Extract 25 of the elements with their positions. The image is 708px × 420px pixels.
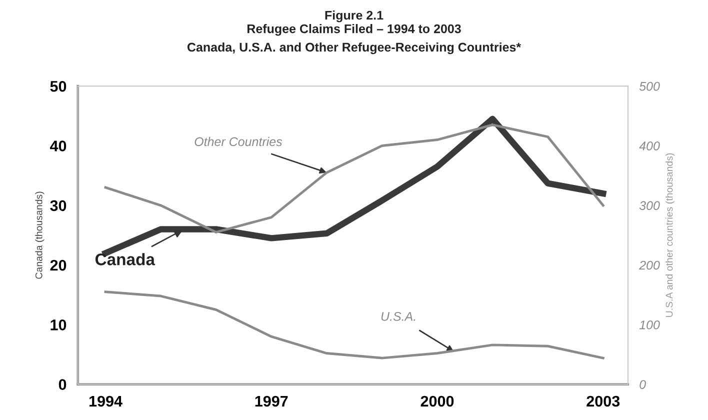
y2-axis-title: U.S.A and other countries (thousands) xyxy=(666,153,675,317)
y2-tick-label: 100 xyxy=(639,320,660,330)
y2-tick-label: 400 xyxy=(639,142,660,150)
x-tick-label: 1994 xyxy=(89,396,122,407)
y-tick-label: 0 xyxy=(58,379,66,390)
annotation: Other Countries xyxy=(194,136,282,146)
x-tick-label: 2000 xyxy=(420,396,454,407)
x-tick-label: 2003 xyxy=(586,396,620,407)
annotation: U.S.A. xyxy=(381,312,416,321)
annotation: Canada xyxy=(95,253,156,266)
chart-title: Figure 2.1 Refugee Claims Filed – 1994 to 2003 xyxy=(248,10,461,36)
chart-subtitle: Canada, U.S.A. and Other Refugee-Receiving Countries* xyxy=(187,42,522,54)
y-tick-label: 30 xyxy=(50,200,66,212)
y-tick-label: 50 xyxy=(50,80,66,92)
y2-tick-label: 300 xyxy=(639,201,660,210)
y2-tick-label: 200 xyxy=(639,260,660,270)
y-tick-label: 40 xyxy=(50,140,66,152)
y-tick-label: 20 xyxy=(50,260,66,271)
line-series xyxy=(104,290,604,360)
x-tick-label: 1997 xyxy=(255,396,288,407)
y2-tick-label: 0 xyxy=(640,380,646,389)
y-axis-title: Canada (thousands) xyxy=(35,192,44,279)
y2-tick-label: 500 xyxy=(639,82,660,91)
y-tick-label: 10 xyxy=(50,320,66,330)
line-series xyxy=(104,124,604,234)
